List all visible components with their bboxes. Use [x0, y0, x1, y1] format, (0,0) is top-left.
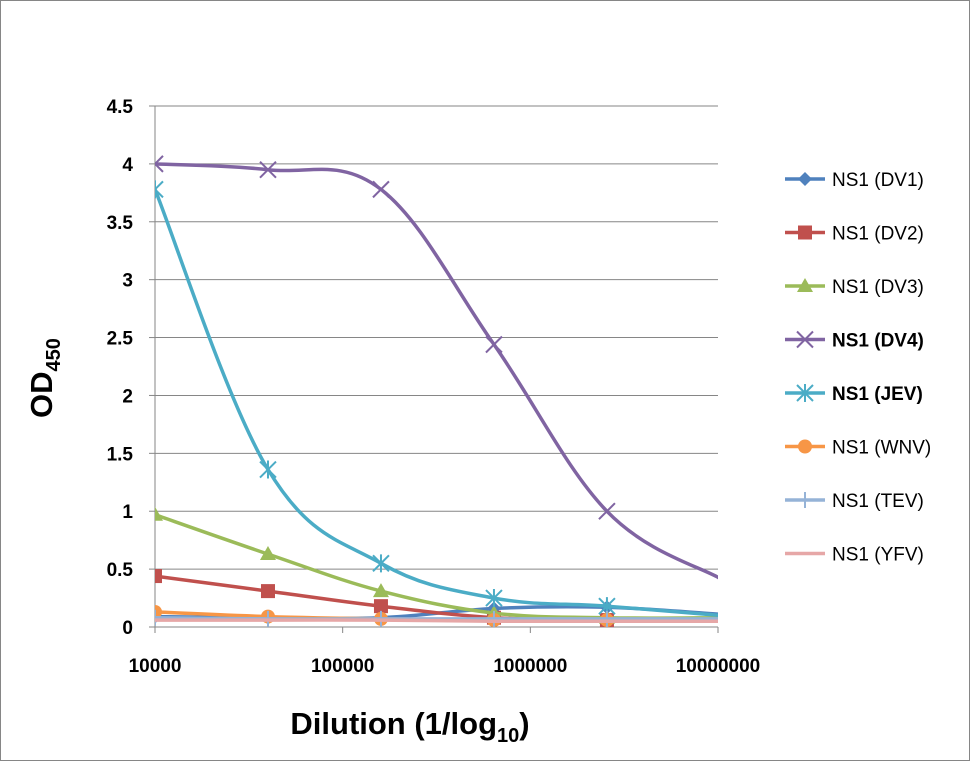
legend-item: NS1 (DV1): [785, 170, 924, 191]
data-series: [155, 155, 718, 628]
y-axis-title-main: OD: [24, 371, 59, 418]
legend-item: NS1 (DV4): [785, 331, 924, 352]
legend-marker: [796, 384, 814, 402]
y-tick-label: 1.5: [107, 444, 134, 465]
legend-label: NS1 (DV2): [832, 224, 924, 245]
series-line: [155, 162, 718, 580]
legend-label: NS1 (DV4): [832, 331, 924, 352]
series-line: [155, 618, 718, 624]
legend-label: NS1 (DV3): [832, 277, 924, 298]
legend-label: NS1 (WNV): [832, 438, 931, 459]
legend-label: NS1 (JEV): [832, 384, 923, 405]
data-point: [260, 584, 275, 599]
data-point: [598, 502, 616, 520]
legend-item: NS1 (YFV): [785, 545, 924, 566]
data-point: [259, 460, 277, 479]
series-line: [155, 574, 718, 623]
legend-marker: [798, 225, 812, 240]
x-axis-title: Dilution (1/log10): [290, 706, 529, 747]
legend-marker: [797, 278, 813, 292]
series-ns1-dv4: [155, 155, 718, 580]
legend-label: NS1 (TEV): [832, 491, 924, 512]
data-point: [372, 180, 390, 199]
data-point: [155, 155, 164, 173]
x-tick-label: 10000: [129, 656, 182, 677]
series-line: [155, 188, 718, 618]
data-point: [155, 180, 164, 199]
data-point: [259, 160, 277, 179]
y-tick-label: 3: [122, 271, 133, 292]
series-line: [155, 513, 718, 620]
legend-item: NS1 (WNV): [785, 438, 931, 459]
x-axis-title-subscript: 10: [497, 725, 519, 747]
y-tick-label: 3.5: [107, 213, 134, 234]
series-ns1-dv3: [155, 506, 718, 624]
data-point: [155, 569, 162, 584]
y-axis-title-subscript: 450: [43, 338, 65, 371]
x-axis-title-main: Dilution (1/log: [290, 706, 497, 741]
data-point: [372, 583, 389, 598]
series-ns1-jev: [155, 180, 718, 618]
y-axis-title: OD450: [24, 338, 65, 418]
data-point: [155, 506, 163, 521]
y-tick-label: 4.5: [107, 97, 134, 118]
data-point: [372, 554, 390, 573]
gridlines: [155, 105, 718, 570]
legend-marker: [797, 492, 813, 508]
data-point: [259, 546, 276, 561]
x-tick-label: 1000000: [493, 656, 567, 677]
series-ns1-yfv: [155, 618, 718, 624]
data-point: [598, 610, 615, 627]
y-tick-label: 0: [122, 618, 133, 639]
legend: NS1 (DV1) NS1 (DV2) NS1 (DV3) NS1 (DV4) NS1 …: [785, 170, 931, 566]
legend-item: NS1 (TEV): [785, 491, 924, 512]
data-point: [373, 599, 388, 614]
y-tick-label: 0.5: [107, 560, 134, 581]
axes: 0 0.5 1 1.5 2 2.5 3 3.5 4 4.5 10000 100000 1000000 10…: [107, 97, 761, 677]
x-axis-title-tail: ): [519, 706, 529, 741]
legend-item: NS1 (JEV): [785, 384, 923, 405]
x-tick-label: 10000000: [676, 656, 761, 677]
legend-marker: [796, 330, 814, 349]
y-tick-label: 2: [122, 386, 133, 407]
y-tick-label: 4: [122, 155, 133, 176]
data-point: [485, 610, 502, 627]
legend-label: NS1 (DV1): [832, 170, 924, 191]
y-tick-label: 2.5: [107, 329, 134, 350]
legend-label: NS1 (YFV): [832, 545, 924, 566]
data-point: [155, 609, 163, 626]
y-tick-label: 1: [122, 502, 133, 523]
data-point: [485, 335, 503, 354]
x-tick-label: 100000: [311, 656, 374, 677]
data-point: [155, 604, 162, 619]
legend-item: NS1 (DV3): [785, 277, 924, 298]
legend-item: NS1 (DV2): [785, 224, 924, 245]
legend-marker: [798, 439, 812, 454]
legend-marker: [798, 172, 812, 186]
data-point: [485, 589, 503, 608]
